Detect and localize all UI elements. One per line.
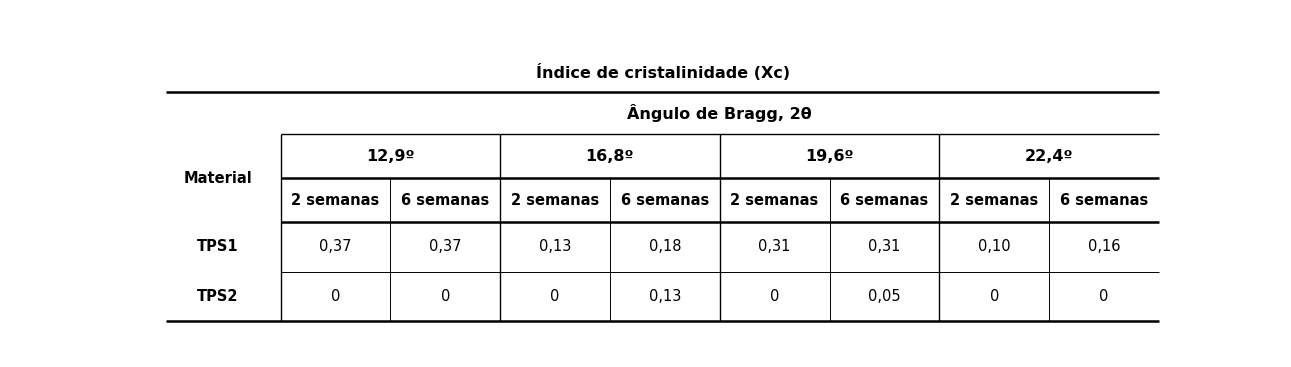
Text: 0,13: 0,13 [538,239,571,254]
Text: 0,18: 0,18 [648,239,682,254]
Text: 0: 0 [550,289,560,304]
Text: 2 semanas: 2 semanas [511,193,599,208]
Text: 19,6º: 19,6º [806,149,853,164]
Text: 6 semanas: 6 semanas [1060,193,1148,208]
Text: 0: 0 [989,289,999,304]
Text: 2 semanas: 2 semanas [292,193,380,208]
Text: 6 semanas: 6 semanas [621,193,709,208]
Text: 2 semanas: 2 semanas [731,193,818,208]
Text: 12,9º: 12,9º [367,149,414,164]
Text: 0,05: 0,05 [868,289,901,304]
Text: TPS1: TPS1 [198,239,239,254]
Text: Material: Material [183,171,252,186]
Text: 0: 0 [440,289,449,304]
Text: 0,31: 0,31 [758,239,791,254]
Text: 0: 0 [330,289,340,304]
Text: 0: 0 [769,289,780,304]
Text: 16,8º: 16,8º [586,149,634,164]
Text: 2 semanas: 2 semanas [950,193,1038,208]
Text: 6 semanas: 6 semanas [840,193,928,208]
Text: 0,37: 0,37 [319,239,351,254]
Text: TPS2: TPS2 [198,289,239,304]
Text: 0,10: 0,10 [977,239,1011,254]
Text: 22,4º: 22,4º [1025,149,1073,164]
Text: 6 semanas: 6 semanas [402,193,489,208]
Text: 0,13: 0,13 [648,289,680,304]
Text: 0,31: 0,31 [869,239,901,254]
Text: 0,16: 0,16 [1088,239,1121,254]
Text: Ângulo de Bragg, 2θ: Ângulo de Bragg, 2θ [627,104,812,122]
Text: Índice de cristalinidade (Xc): Índice de cristalinidade (Xc) [536,64,790,81]
Text: 0: 0 [1100,289,1109,304]
Text: 0,37: 0,37 [429,239,461,254]
